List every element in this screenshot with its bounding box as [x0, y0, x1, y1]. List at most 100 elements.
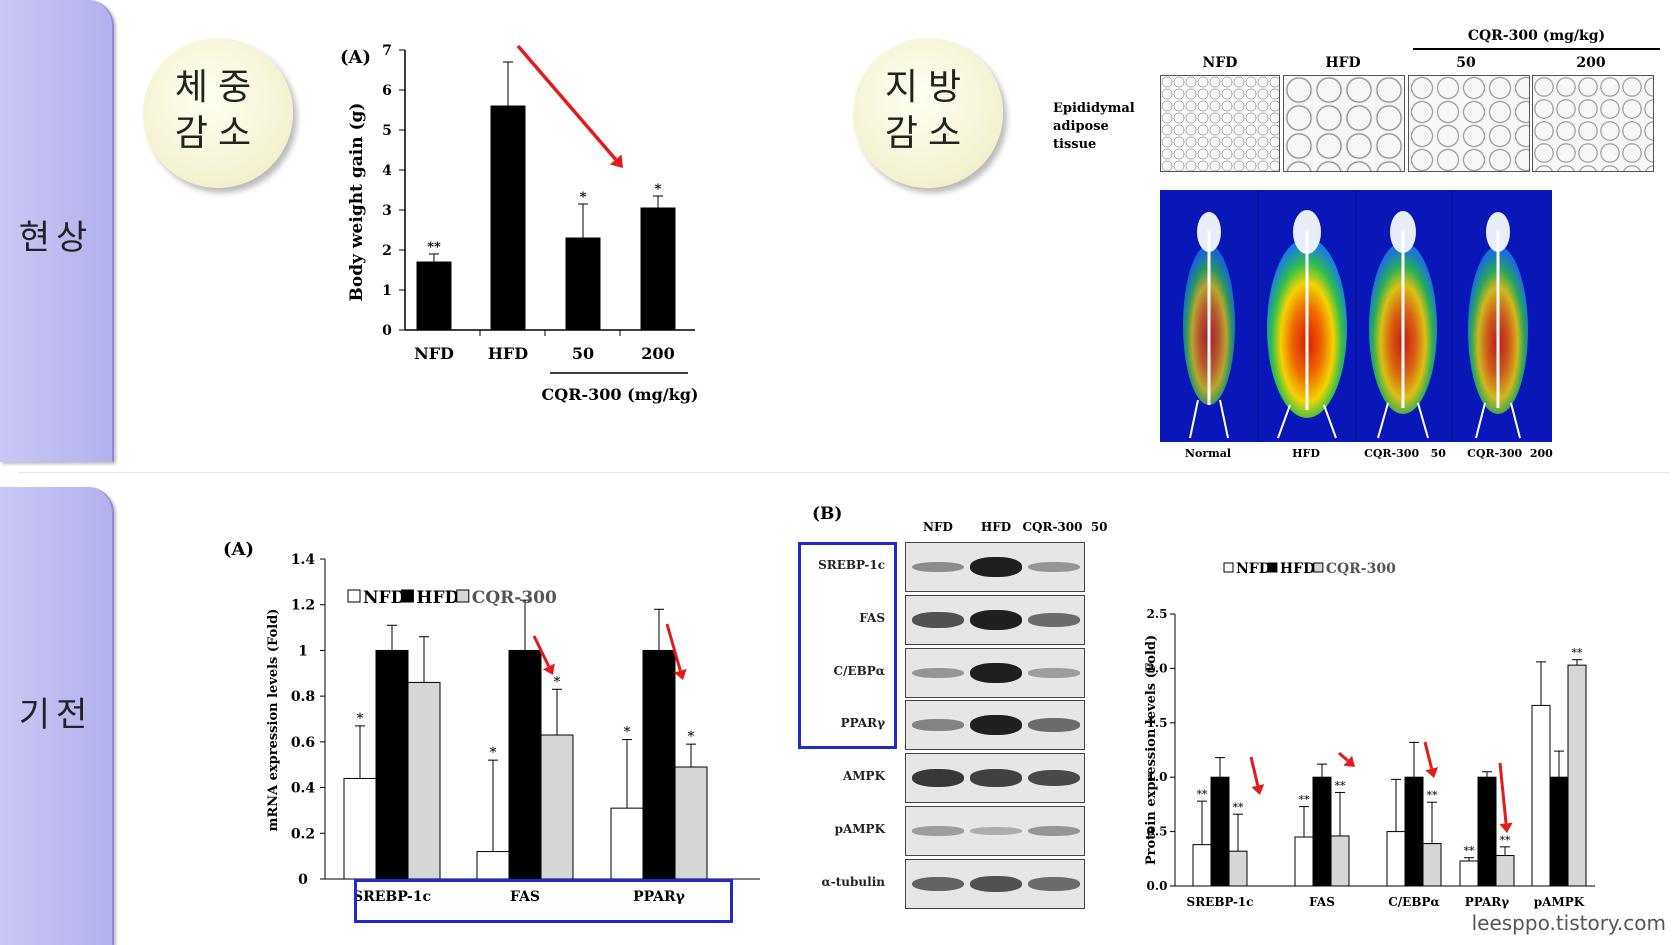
chart2-bar-NFD-2: [610, 807, 644, 880]
chart3-sig-CQR-300-3: **: [1500, 834, 1512, 847]
chart2-ytick-label: 1.4: [291, 552, 316, 568]
western-blot-2: [905, 648, 1085, 698]
western-row-label-2: C/EBPα: [833, 664, 885, 678]
chart2-ytick-label: 0.8: [291, 689, 315, 705]
chart2-sig-NFD-0: *: [357, 711, 364, 727]
chart2-bar-CQR-300-2: [674, 766, 708, 880]
western-header-nfd: NFD: [923, 520, 953, 534]
chart3-bar-HFD-4: [1549, 776, 1569, 887]
western-blot-0: [905, 542, 1085, 592]
chart3-bar-HFD-1: [1312, 776, 1332, 887]
chart3-legend-swatch-0: [1223, 562, 1234, 573]
histology-image-200: [1532, 75, 1654, 172]
western-blot-1: [905, 595, 1085, 645]
western-band-5-0: [912, 826, 964, 836]
chart3-bar-CQR-300-3: [1495, 855, 1515, 887]
section-tab-phenomenon: 현상: [0, 0, 114, 462]
weight-loss-line1: 체중: [174, 67, 262, 108]
fat-loss-badge: 지방 감소: [853, 38, 1003, 188]
western-row-label-3: PPARγ: [840, 716, 885, 730]
chart3-y-axis-label: Protein expression levels (Fold): [1144, 635, 1159, 865]
histology-group-line: [1413, 48, 1660, 50]
chart1-bar-200: [640, 207, 676, 331]
chart2-sig-NFD-2: *: [624, 725, 631, 741]
chart3-bar-NFD-1: [1294, 836, 1314, 887]
mrna-expression-chart: (A) 0 0.2 0.4 0.6 0.8 1 1.2 1.4 mRNA expression l…: [223, 539, 760, 905]
western-band-4-0: [912, 769, 964, 787]
chart3-legend-label-0: NFD: [1236, 561, 1271, 577]
chart3-bar-CQR-300-4: [1567, 664, 1587, 887]
weight-loss-line2: 감소: [174, 113, 262, 154]
chart1-group-label: CQR-300 (mg/kg): [542, 385, 699, 404]
western-row-label-1: FAS: [859, 611, 885, 625]
chart3-ytick-label: 0.5: [1147, 825, 1168, 839]
chart3-xtick-label-1: FAS: [1309, 895, 1335, 909]
chart1-sig-NFD: **: [427, 240, 441, 255]
chart1-ytick-label: 7: [382, 43, 392, 59]
western-band-3-0: [912, 719, 964, 731]
western-band-2-1: [970, 663, 1022, 683]
chart1-ytick-label: 6: [382, 83, 392, 99]
chart1-panel-label: (A): [340, 47, 371, 68]
chart1-ytick-label: 2: [382, 243, 392, 259]
western-band-6-0: [912, 876, 964, 892]
chart3-sig-NFD-0: **: [1197, 788, 1209, 801]
ct-mouse-normal: [1183, 212, 1235, 439]
chart1-y-axis-label: Body weight gain (g): [347, 103, 367, 302]
chart3-xtick-label-3: PPARγ: [1465, 895, 1509, 909]
chart2-legend-label-2: CQR-300: [472, 588, 557, 608]
chart2-xtick-label-0: SREBP-1c: [353, 889, 431, 905]
chart1-sig-200: *: [655, 182, 662, 197]
chart3-bar-HFD-0: [1210, 776, 1230, 887]
histology-col-200: 200: [1576, 55, 1606, 71]
chart3-ytick-label: 1.5: [1147, 716, 1168, 730]
western-band-4-1: [970, 769, 1022, 787]
chart3-sig-NFD-1: **: [1299, 794, 1311, 807]
chart1-xtick-label-50: 50: [572, 344, 594, 363]
histology-col-nfd: NFD: [1202, 55, 1238, 71]
chart3-xtick-label-2: C/EBPα: [1388, 895, 1439, 909]
chart3-legend-swatch-1: [1267, 562, 1278, 573]
chart3-ytick-label: 2.5: [1147, 607, 1168, 621]
chart3-bar-NFD-0: [1192, 844, 1212, 887]
ct-mouse-cqr50: [1369, 211, 1437, 439]
ct-scan-panel: [1160, 190, 1552, 442]
western-band-0-2: [1028, 561, 1080, 573]
chart2-y-axis-label: mRNA expression levels (Fold): [266, 609, 281, 832]
chart3-xtick-label-4: pAMPK: [1534, 895, 1585, 909]
chart2-ytick-label: 0: [298, 872, 308, 888]
western-row-label-4: AMPK: [842, 769, 885, 783]
chart1-ytick-label: 5: [382, 123, 392, 139]
chart3-legend-swatch-2: [1313, 562, 1324, 573]
chart2-ytick-label: 1: [298, 643, 308, 659]
ct-mouse-hfd: [1267, 210, 1347, 439]
chart2-ytick-label: 0.4: [291, 781, 316, 797]
chart1-xtick-label-HFD: HFD: [488, 344, 528, 363]
chart3-bar-NFD-3: [1459, 860, 1479, 887]
western-band-3-1: [970, 715, 1022, 735]
western-band-2-2: [1028, 668, 1080, 678]
western-row-label-5: pAMPK: [834, 822, 885, 836]
chart3-bar-CQR-300-2: [1422, 843, 1442, 887]
western-blot-3: [905, 700, 1085, 750]
section-label-phenomenon: 현상: [18, 218, 94, 258]
western-band-3-2: [1028, 718, 1080, 732]
chart1-trend-arrow-shaft: [516, 44, 618, 161]
chart3-sig-CQR-300-4: **: [1572, 647, 1584, 660]
chart3-bar-CQR-300-0: [1228, 850, 1248, 887]
histology-image-nfd: [1160, 75, 1280, 172]
chart2-legend-swatch-1: [400, 589, 414, 603]
chart1-trend-arrow-head: [609, 154, 623, 168]
chart2-ytick-label: 0.6: [291, 735, 315, 751]
western-highlight-box: [798, 542, 897, 749]
chart2-arrow-ppar-shaft: [665, 623, 682, 672]
chart3-bar-HFD-2: [1404, 776, 1424, 887]
chart3-arrow-srebp-shaft: [1249, 756, 1260, 787]
chart3-sig-CQR-300-1: **: [1335, 779, 1347, 792]
chart1-bar-NFD: [416, 261, 452, 331]
chart2-legend-swatch-0: [347, 589, 361, 603]
chart1-sig-50: *: [580, 190, 587, 205]
western-blot-5: [905, 806, 1085, 856]
chart3-ytick-label: 0.0: [1147, 879, 1168, 893]
fat-loss-line1: 지방: [884, 67, 972, 108]
